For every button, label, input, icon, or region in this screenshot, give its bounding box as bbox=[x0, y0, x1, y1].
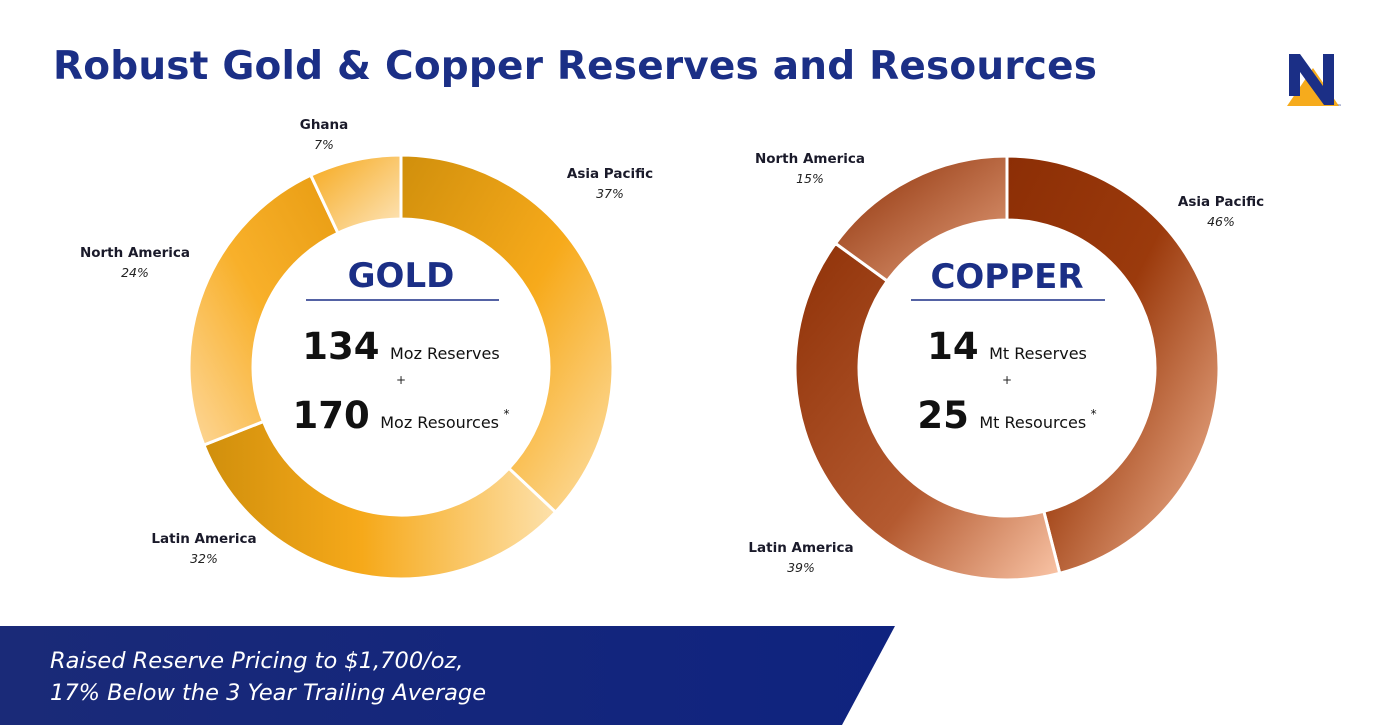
copper-resources-footnote-mark: * bbox=[1091, 407, 1097, 421]
gold-pct-latin-america: 32% bbox=[190, 551, 218, 566]
copper-label-asia-pacific: Asia Pacific bbox=[1178, 194, 1264, 210]
gold-label-ghana: Ghana bbox=[300, 117, 349, 133]
copper-donut-center bbox=[859, 220, 1155, 516]
gold-center-title: GOLD bbox=[348, 256, 455, 296]
banner-text: Raised Reserve Pricing to $1,700/oz, 17%… bbox=[50, 645, 486, 709]
gold-plus: + bbox=[396, 373, 406, 387]
copper-plus: + bbox=[1002, 373, 1012, 387]
copper-resources-value: 25 bbox=[917, 394, 969, 437]
newmont-n-logo-icon: ™ bbox=[1287, 54, 1342, 110]
svg-text:™: ™ bbox=[1337, 104, 1342, 110]
copper-reserves-line: 14 Mt Reserves bbox=[927, 325, 1087, 368]
copper-pct-asia-pacific: 46% bbox=[1207, 214, 1235, 229]
gold-pct-north-america: 24% bbox=[121, 265, 149, 280]
copper-reserves-unit: Mt Reserves bbox=[989, 344, 1087, 363]
copper-reserves-value: 14 bbox=[927, 325, 979, 368]
banner-line-1: Raised Reserve Pricing to $1,700/oz, bbox=[50, 648, 464, 674]
copper-resources-line: 25 Mt Resources * bbox=[917, 394, 1096, 437]
gold-reserves-line: 134 Moz Reserves bbox=[302, 325, 499, 368]
bottom-banner bbox=[0, 626, 895, 725]
gold-pct-ghana: 7% bbox=[314, 137, 334, 152]
copper-resources-unit: Mt Resources bbox=[979, 413, 1086, 432]
gold-reserves-value: 134 bbox=[302, 325, 379, 368]
copper-pct-latin-america: 39% bbox=[787, 560, 815, 575]
gold-label-north-america: North America bbox=[80, 245, 190, 261]
gold-label-asia-pacific: Asia Pacific bbox=[567, 166, 653, 182]
gold-donut-center bbox=[253, 219, 549, 515]
gold-label-latin-america: Latin America bbox=[151, 531, 256, 547]
copper-label-north-america: North America bbox=[755, 151, 865, 167]
copper-center-title: COPPER bbox=[930, 257, 1083, 297]
gold-resources-footnote-mark: * bbox=[503, 407, 509, 421]
page-title: Robust Gold & Copper Reserves and Resour… bbox=[53, 44, 1098, 89]
gold-pct-asia-pacific: 37% bbox=[596, 186, 624, 201]
gold-resources-unit: Moz Resources bbox=[380, 413, 499, 432]
gold-reserves-unit: Moz Reserves bbox=[390, 344, 500, 363]
banner-line-2: 17% Below the 3 Year Trailing Average bbox=[50, 680, 487, 706]
copper-pct-north-america: 15% bbox=[796, 171, 824, 186]
gold-resources-line: 170 Moz Resources * bbox=[293, 394, 510, 437]
copper-label-latin-america: Latin America bbox=[748, 540, 853, 556]
gold-resources-value: 170 bbox=[293, 394, 370, 437]
